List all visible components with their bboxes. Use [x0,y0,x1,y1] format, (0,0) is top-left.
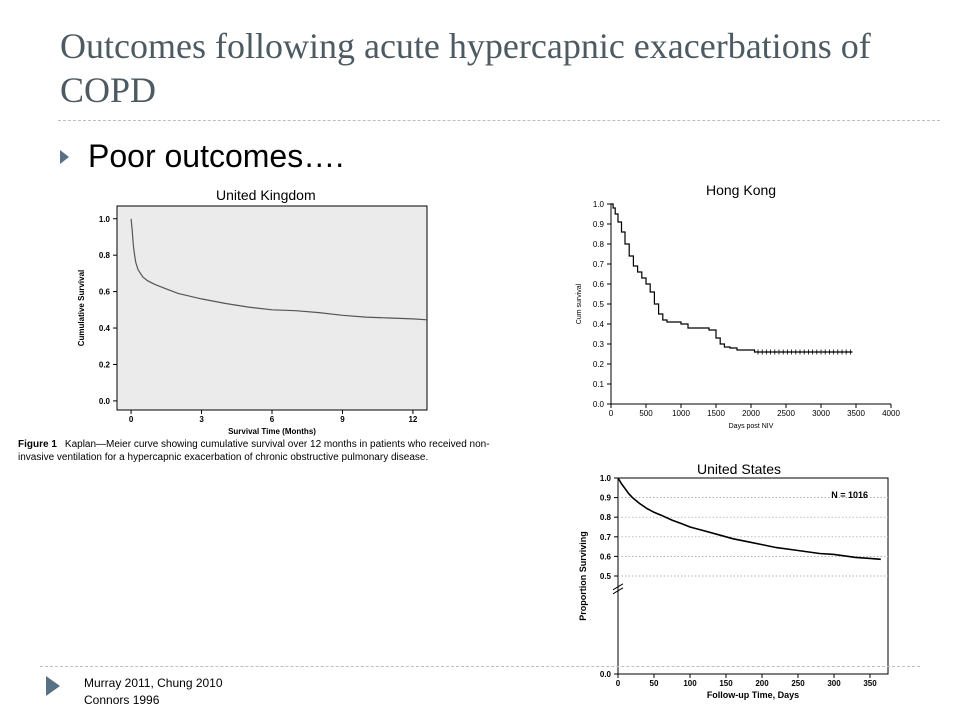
y-tick-label: 0.2 [593,360,605,369]
plot-frame [617,477,889,675]
y-axis-label: Cumulative Survival [77,270,86,346]
hk-survival-chart: 0.0 0.1 0.2 0.3 0.4 0.5 0.6 0.7 0.8 0.9 1.0 0 500 100… [576,200,900,430]
x-tick-label: 9 [340,415,345,424]
x-tick-label: 350 [863,679,877,688]
y-tick-label: 1.0 [600,474,612,483]
survival-curve [617,477,881,561]
x-tick-label: 12 [408,415,417,424]
x-tick-label: 200 [755,679,769,688]
y-tick-label: 0.6 [600,552,612,561]
y-axis-label: Proportion Surviving [578,531,588,621]
uk-figure-caption: Figure 1 Kaplan—Meier curve showing cumul… [18,438,518,464]
y-axis-break [612,583,624,595]
bullet-text: Poor outcomes…. [88,138,345,174]
y-tick-label: 0.8 [99,251,111,260]
y-tick-label: 0.0 [593,400,605,409]
footer-triangle-icon [46,676,60,696]
survival-curve [130,218,428,321]
y-tick-label: 0.6 [99,288,111,297]
y-tick-label: 0.7 [600,533,612,542]
x-tick-label: 2000 [742,409,760,418]
survival-curve [611,203,853,353]
sample-size-annotation: N = 1016 [831,490,868,500]
y-tick-label: 0.4 [99,324,111,333]
plot-area [117,206,427,410]
x-axis-label: Days post NIV [729,423,774,430]
uk-figure-caption-label: Figure 1 [18,439,57,450]
y-tick-label: 1.0 [593,200,605,209]
x-axis-label: Follow-up Time, Days [707,690,799,700]
x-tick-label: 1500 [707,409,725,418]
x-tick-label: 0 [609,409,614,418]
title-divider [58,120,940,121]
footer-citation-line-1: Murray 2011, Chung 2010 [84,676,223,690]
y-tick-label: 0.8 [600,513,612,522]
y-tick-label: 0.9 [600,494,612,503]
x-tick-label: 0 [129,415,134,424]
y-tick-label: 0.3 [593,340,605,349]
x-tick-label: 4000 [882,409,900,418]
y-tick-label: 0.0 [99,397,111,406]
x-tick-label: 0 [616,679,621,688]
x-tick-label: 150 [719,679,733,688]
uk-figure-caption-text: Kaplan—Meier curve showing cumulative su… [18,439,490,463]
x-tick-label: 250 [791,679,805,688]
y-tick-label: 0.9 [593,220,605,229]
x-tick-label: 500 [639,409,653,418]
us-chart-title: United States [697,461,782,477]
x-tick-label: 100 [683,679,697,688]
y-axis-label: Cum survival [576,283,583,324]
uk-chart-title: United Kingdom [216,187,316,203]
slide-title: Outcomes following acute hypercapnic exa… [60,26,871,110]
y-tick-label: 0.6 [593,280,605,289]
bullet-arrow-icon [60,150,69,164]
y-tick-label: 1.0 [99,215,111,224]
y-tick-label: 0.5 [593,300,605,309]
x-tick-label: 3500 [847,409,865,418]
y-tick-label: 0.1 [593,380,605,389]
y-tick-label: 0.0 [600,670,612,679]
x-tick-label: 300 [827,679,841,688]
y-tick-label: 0.8 [593,240,605,249]
x-tick-label: 6 [270,415,275,424]
us-survival-chart: 0.0 0.5 0.6 0.7 0.8 0.9 1.0 0 50 100 150 200 250 300 3… [578,474,889,700]
y-tick-label: 0.7 [593,260,605,269]
hk-chart-title: Hong Kong [706,182,777,198]
x-tick-label: 50 [650,679,659,688]
y-tick-label: 0.5 [600,572,612,581]
x-tick-label: 1000 [672,409,690,418]
footer-divider [40,666,920,667]
y-tick-label: 0.2 [99,360,111,369]
uk-survival-chart: 0.0 0.2 0.4 0.6 0.8 1.0 0 3 6 9 12 Survival Time (M… [77,205,428,436]
y-tick-label: 0.4 [593,320,605,329]
x-tick-label: 2500 [777,409,795,418]
x-tick-label: 3000 [812,409,830,418]
x-axis-label: Survival Time (Months) [228,427,316,436]
x-tick-label: 3 [199,415,204,424]
footer-citation-line-2: Connors 1996 [84,693,160,707]
